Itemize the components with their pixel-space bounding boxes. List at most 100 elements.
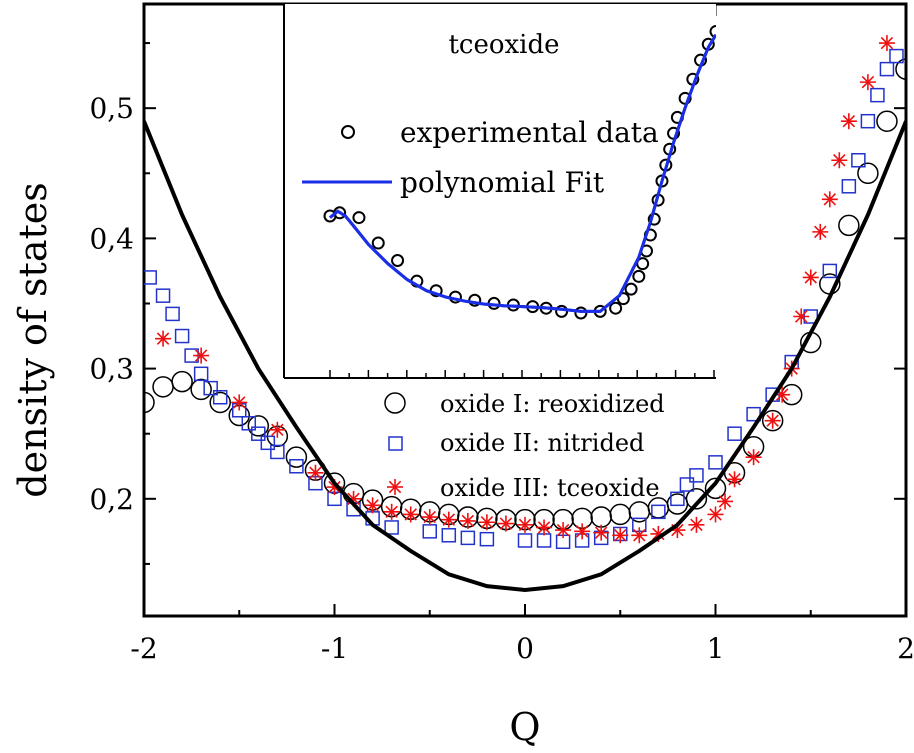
point-oxide-iii <box>593 524 610 541</box>
point-oxide-iii <box>812 223 829 240</box>
x-tick-label: 1 <box>707 632 725 665</box>
point-oxide-ii <box>384 520 399 535</box>
x-tick-label: -1 <box>321 632 348 665</box>
inset-legend-circle-marker <box>341 125 355 139</box>
inset-point <box>609 301 623 315</box>
point-oxide-i <box>152 376 174 398</box>
point-oxide-i <box>144 391 155 414</box>
point-oxide-i <box>209 391 231 414</box>
point-oxide-ii <box>851 153 866 168</box>
point-oxide-ii <box>144 270 157 285</box>
inset-point <box>391 254 405 267</box>
legend-label-oxide-i: oxide I: reoxidized <box>440 390 665 418</box>
point-oxide-i <box>590 506 612 528</box>
point-oxide-i <box>895 58 906 80</box>
y-tick-label: 0,4 <box>89 222 134 255</box>
point-oxide-i <box>876 110 898 132</box>
point-oxide-ii <box>479 531 495 547</box>
point-oxide-iii <box>193 347 210 364</box>
inset-legend: experimental data polynomial Fit <box>302 116 659 199</box>
point-oxide-iii <box>717 493 734 510</box>
point-oxide-ii <box>203 380 218 396</box>
inset-fit-line-top <box>329 33 716 313</box>
point-oxide-ii <box>193 366 209 382</box>
inset-point <box>371 236 385 250</box>
series-line-theory <box>144 120 906 593</box>
inset-point <box>352 211 366 225</box>
point-oxide-iii <box>574 523 591 540</box>
point-oxide-ii <box>212 389 228 405</box>
legend-marker-oxide-iii <box>387 479 403 495</box>
point-oxide-iii <box>802 269 819 286</box>
point-oxide-ii <box>422 524 437 539</box>
point-oxide-i <box>838 214 860 237</box>
point-oxide-iii <box>326 479 343 496</box>
inset-title: tceoxide <box>448 30 559 60</box>
point-oxide-iii <box>612 527 629 544</box>
point-oxide-iii <box>745 449 762 466</box>
point-oxide-i <box>704 477 727 500</box>
point-oxide-iii <box>440 511 457 528</box>
inset-point <box>709 25 716 39</box>
point-oxide-i <box>247 415 270 437</box>
point-oxide-iii <box>402 506 419 523</box>
point-oxide-i <box>685 488 708 510</box>
point-oxide-ii <box>289 459 304 474</box>
point-oxide-iii <box>364 497 381 514</box>
point-oxide-ii <box>708 455 723 470</box>
point-oxide-iii <box>764 412 781 429</box>
inset-point <box>624 282 638 296</box>
point-oxide-ii <box>679 477 695 492</box>
inset-point <box>574 306 588 320</box>
legend-marker-oxide-ii <box>388 436 403 451</box>
point-oxide-iii <box>688 516 705 533</box>
point-oxide-iii <box>155 330 172 347</box>
legend-label-oxide-iii: oxide III: tceoxide <box>440 474 660 502</box>
point-oxide-ii <box>260 435 276 451</box>
main-y-axis: 0,2 0,3 0,4 0,5 <box>89 42 906 565</box>
inset-legend-label-experimental: experimental data <box>400 116 659 149</box>
point-oxide-iii <box>459 512 476 529</box>
point-oxide-ii <box>441 528 457 543</box>
point-oxide-i <box>857 162 879 185</box>
point-oxide-iii <box>478 514 495 531</box>
point-oxide-iii <box>555 522 572 539</box>
point-oxide-iii <box>726 471 743 488</box>
legend-star-glyph <box>387 479 403 495</box>
x-tick-label: 0 <box>516 632 534 665</box>
inset-point <box>632 269 646 283</box>
y-axis-title: density of states <box>11 182 55 497</box>
inset-legend-label-fit: polynomial Fit <box>400 166 605 199</box>
main-legend: oxide I: reoxidized oxide II: nitrided o… <box>384 390 665 502</box>
point-oxide-ii <box>517 533 533 548</box>
point-oxide-ii <box>536 533 552 548</box>
point-oxide-i <box>171 370 193 393</box>
point-oxide-ii <box>651 504 666 520</box>
point-oxide-iii <box>707 506 724 523</box>
point-oxide-iii <box>536 519 553 536</box>
x-tick-label: 2 <box>897 632 914 665</box>
point-oxide-ii <box>174 328 190 344</box>
point-oxide-ii <box>165 306 180 322</box>
point-oxide-ii <box>879 61 895 77</box>
point-oxide-ii <box>460 530 476 546</box>
point-oxide-ii <box>870 87 885 103</box>
y-tick-label: 0,5 <box>89 92 134 125</box>
legend-marker-oxide-i <box>384 392 406 414</box>
point-oxide-ii <box>727 426 742 441</box>
point-oxide-ii <box>155 288 171 303</box>
inset-point <box>468 293 482 307</box>
y-tick-label: 0,2 <box>89 483 134 516</box>
main-plot-area <box>144 35 906 593</box>
point-oxide-ii <box>670 491 685 507</box>
point-oxide-ii <box>841 179 857 194</box>
point-oxide-i <box>609 503 631 526</box>
point-oxide-ii <box>270 444 285 460</box>
point-oxide-i <box>190 378 212 401</box>
point-oxide-iii <box>231 394 248 411</box>
point-oxide-ii <box>889 48 904 64</box>
point-oxide-iii <box>840 113 857 130</box>
point-oxide-iii <box>878 35 895 52</box>
point-oxide-iii <box>421 509 438 526</box>
legend-label-oxide-ii: oxide II: nitrided <box>440 429 644 457</box>
